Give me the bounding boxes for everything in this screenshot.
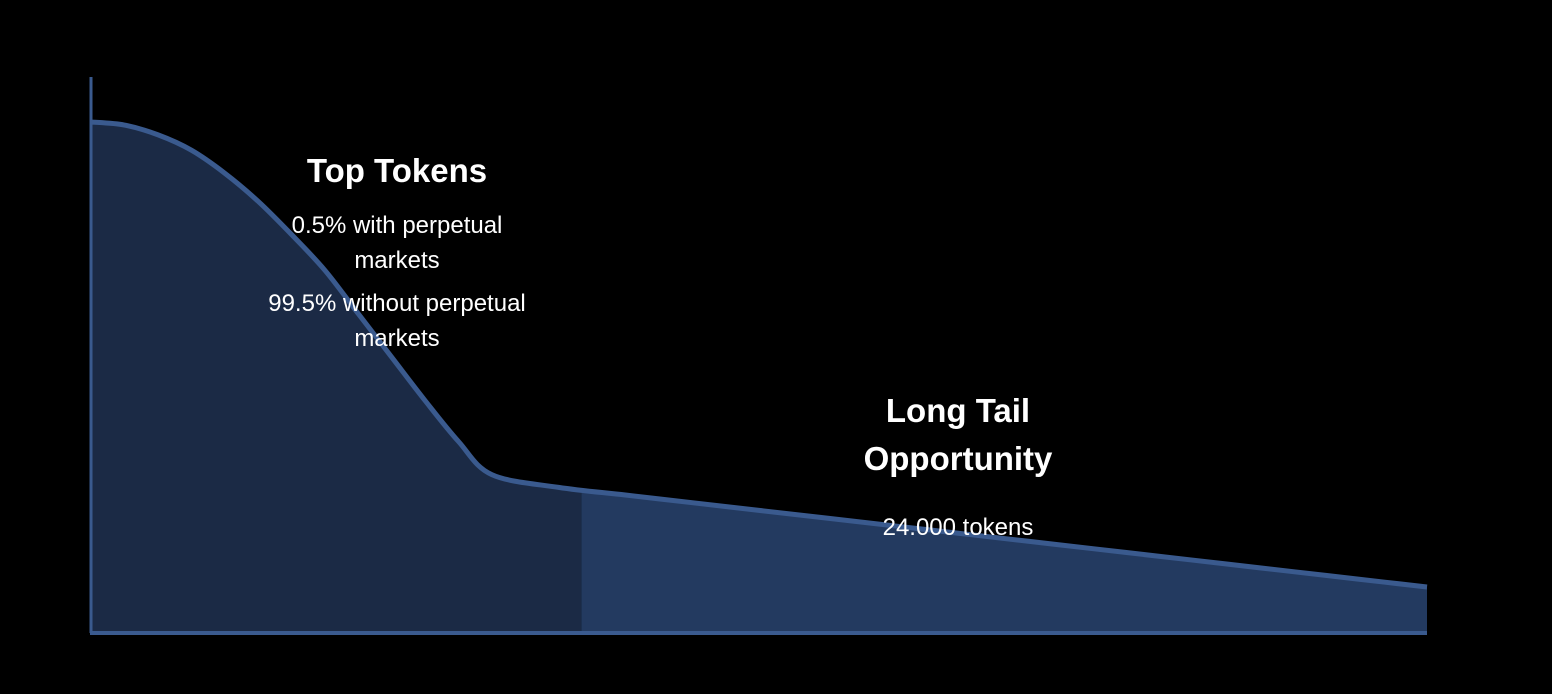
top-tokens-title: Top Tokens bbox=[307, 152, 487, 189]
long-tail-title-line-1: Long Tail bbox=[886, 392, 1030, 429]
distribution-curve bbox=[90, 119, 1428, 590]
top-tokens-line-3: 99.5% without perpetual bbox=[268, 290, 526, 317]
long-tail-area bbox=[581, 490, 1427, 633]
top-tokens-line-4: markets bbox=[354, 325, 439, 352]
top-tokens-line-1: 0.5% with perpetual bbox=[292, 212, 503, 239]
top-tokens-area bbox=[91, 122, 582, 633]
long-tail-title-line-2: Opportunity bbox=[864, 440, 1053, 477]
top-tokens-line-2: markets bbox=[354, 247, 439, 274]
long-tail-token-count: 24.000 tokens bbox=[883, 514, 1034, 541]
